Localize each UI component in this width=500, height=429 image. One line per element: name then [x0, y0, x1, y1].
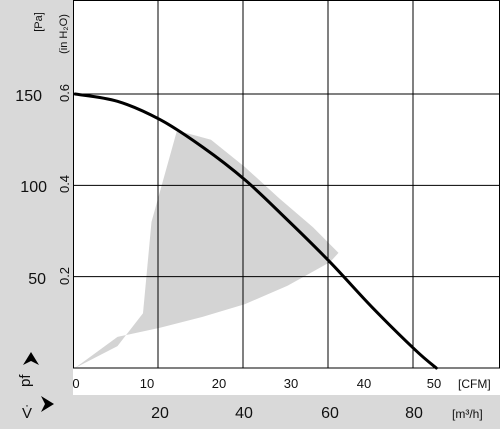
x-cfm-tick-0: 0 [72, 376, 79, 391]
y-pa-tick-100: 100 [20, 179, 47, 196]
x-m3h-tick-60: 60 [321, 405, 339, 422]
y-pa-tick-50: 50 [28, 271, 46, 288]
x-cfm-unit-label: [CFM] [458, 377, 491, 391]
y-symbol: pf [17, 374, 34, 387]
y-inh2o-tick-0.2: 0.2 [57, 267, 72, 285]
operating-region [75, 130, 339, 368]
characteristic-curve [73, 92, 438, 370]
x-arrow-icon [41, 396, 54, 412]
x-m3h-tick-80: 80 [405, 405, 423, 422]
x-symbol: V̇ [22, 405, 32, 422]
x-m3h-tick-40: 40 [235, 405, 253, 422]
y-arrow-icon [23, 352, 39, 365]
x-cfm-tick-30: 30 [284, 376, 298, 391]
y-inh2o-tick-0.4: 0.4 [57, 175, 72, 193]
x-cfm-tick-20: 20 [212, 376, 226, 391]
left-band [0, 0, 73, 429]
x-m3h-tick-20: 20 [151, 405, 169, 422]
x-cfm-tick-50: 50 [427, 376, 441, 391]
x-m3h-unit-label: [m³/h] [452, 407, 483, 421]
plot-area [73, 0, 500, 368]
bottom-band [0, 395, 500, 429]
y-inh2o-unit-label: (in H₂O) [58, 14, 70, 54]
y-inh2o-tick-0.6: 0.6 [57, 84, 72, 102]
y-pa-unit-label: [Pa] [33, 12, 45, 32]
x-cfm-tick-10: 10 [140, 376, 154, 391]
y-pa-tick-150: 150 [15, 88, 42, 105]
grid [73, 0, 500, 368]
x-cfm-tick-40: 40 [357, 376, 371, 391]
